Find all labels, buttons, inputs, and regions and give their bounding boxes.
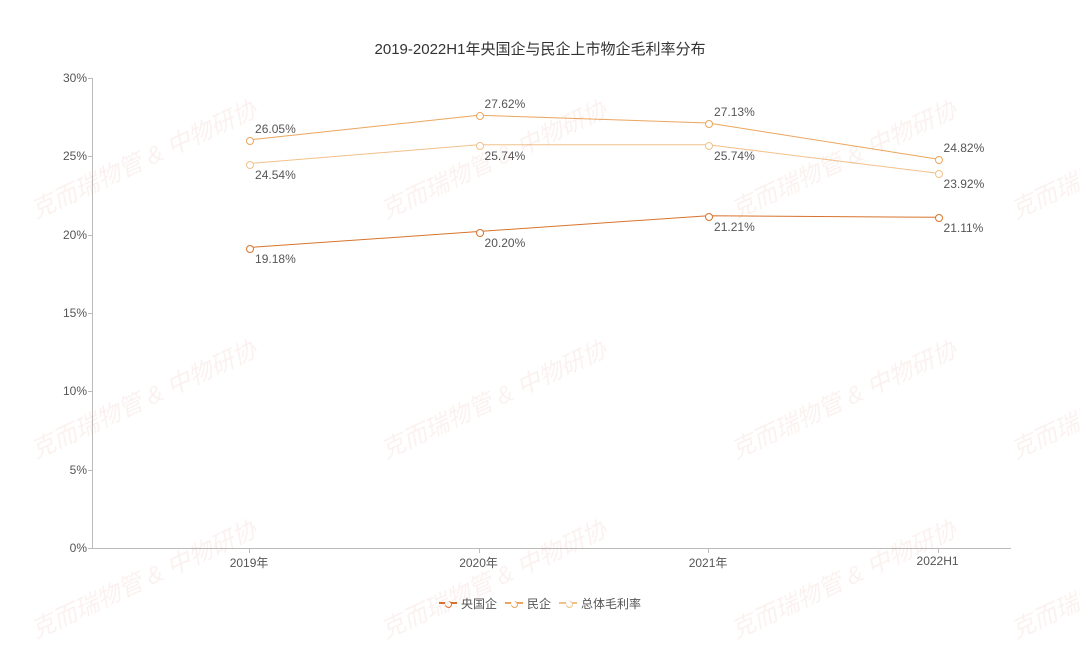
y-tick-label: 5% [70,463,87,477]
series-point-zongti [476,142,484,150]
legend-swatch [439,602,457,604]
series-point-zongti [246,161,254,169]
value-label-minqi: 27.13% [714,105,755,119]
series-point-yangguoqi [476,229,484,237]
value-label-zongti: 25.74% [485,149,526,163]
x-tick-label: 2019年 [230,554,269,571]
y-tick-mark [88,78,93,79]
x-tick-mark [249,548,250,553]
value-label-yangguoqi: 21.21% [714,220,755,234]
value-label-zongti: 25.74% [714,149,755,163]
series-point-yangguoqi [705,213,713,221]
y-tick-mark [88,313,93,314]
x-tick-mark [708,548,709,553]
series-point-zongti [705,142,713,150]
legend-marker [566,601,573,608]
y-tick-label: 25% [63,149,87,163]
legend-label: 民企 [527,595,551,612]
legend-label: 央国企 [461,595,497,612]
series-lines [93,78,1011,548]
series-line-yangguoqi [249,216,938,248]
value-label-minqi: 26.05% [255,122,296,136]
value-label-yangguoqi: 21.11% [944,221,984,235]
series-point-yangguoqi [246,245,254,253]
legend-swatch [505,602,523,604]
x-tick-label: 2022H1 [917,554,959,568]
x-tick-mark [479,548,480,553]
x-tick-label: 2020年 [459,554,498,571]
series-point-minqi [705,120,713,128]
value-label-minqi: 27.62% [485,97,526,111]
chart-container: 2019-2022H1年央国企与民企上市物企毛利率分布 0%5%10%15%20… [0,0,1080,648]
y-tick-label: 15% [63,306,87,320]
legend-label: 总体毛利率 [581,595,641,612]
legend-item-zongti: 总体毛利率 [559,595,641,612]
chart-title: 2019-2022H1年央国企与民企上市物企毛利率分布 [0,38,1080,59]
series-line-minqi [249,115,938,159]
y-tick-mark [88,235,93,236]
value-label-minqi: 24.82% [944,141,985,155]
series-point-zongti [935,170,943,178]
value-label-yangguoqi: 20.20% [485,236,526,250]
legend-swatch [559,602,577,604]
series-point-yangguoqi [935,214,943,222]
legend-item-yangguoqi: 央国企 [439,595,497,612]
legend: 央国企 民企 总体毛利率 [0,593,1080,612]
y-tick-label: 10% [63,384,87,398]
y-tick-mark [88,391,93,392]
legend-marker [511,601,518,608]
plot-area: 0%5%10%15%20%25%30%2019年2020年2021年2022H1… [92,78,1011,549]
legend-item-minqi: 民企 [505,595,551,612]
series-point-minqi [246,137,254,145]
x-tick-label: 2021年 [689,554,728,571]
y-tick-label: 20% [63,228,87,242]
series-point-minqi [935,156,943,164]
value-label-yangguoqi: 19.18% [255,252,296,266]
value-label-zongti: 23.92% [944,177,985,191]
y-tick-mark [88,548,93,549]
y-tick-mark [88,470,93,471]
legend-marker [445,601,452,608]
x-tick-mark [938,548,939,553]
series-point-minqi [476,112,484,120]
y-tick-mark [88,156,93,157]
y-tick-label: 30% [63,71,87,85]
value-label-zongti: 24.54% [255,168,296,182]
y-tick-label: 0% [70,541,87,555]
series-line-zongti [249,145,938,174]
